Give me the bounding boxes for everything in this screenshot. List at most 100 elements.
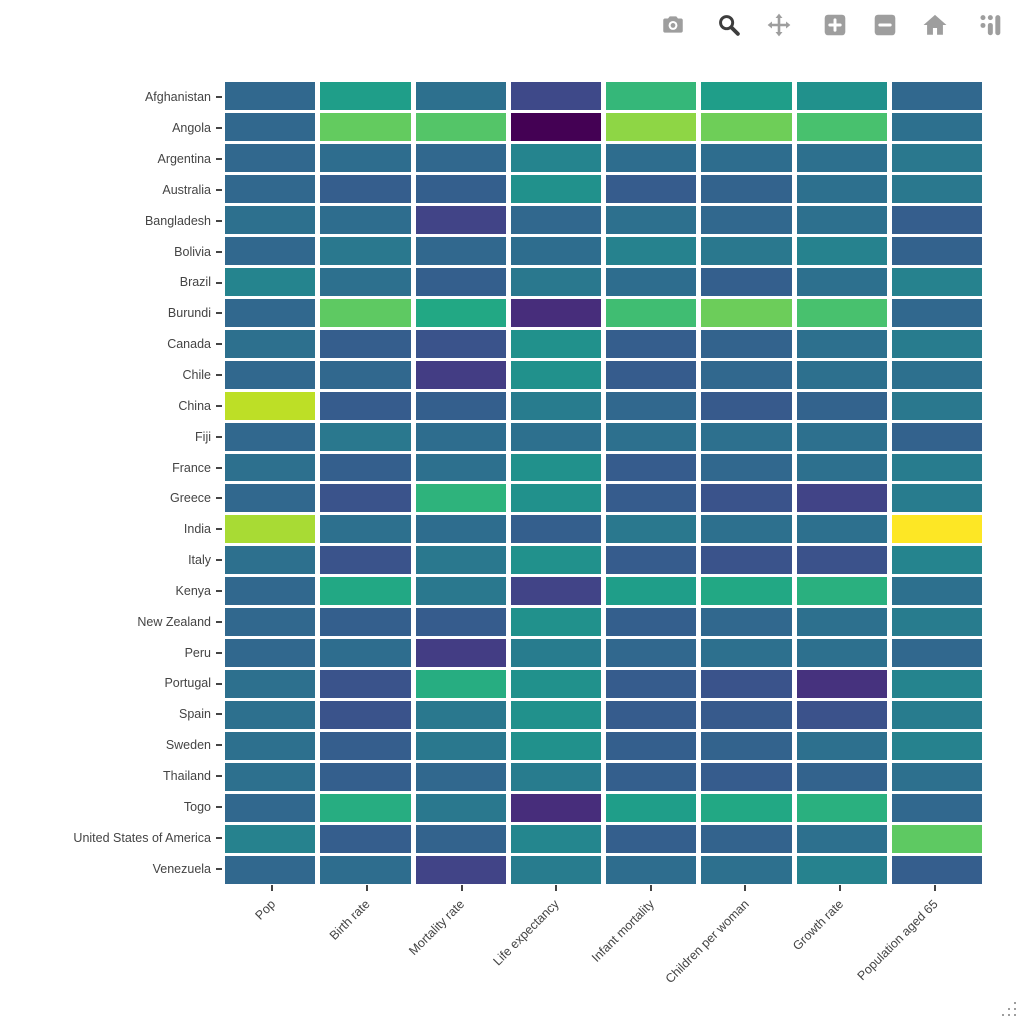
heatmap-cell[interactable] — [606, 329, 697, 358]
heatmap-cell[interactable] — [415, 391, 506, 420]
heatmap-cell[interactable] — [606, 453, 697, 482]
heatmap-cell[interactable] — [415, 856, 506, 884]
heatmap-cell[interactable] — [891, 825, 982, 854]
heatmap-cell[interactable] — [510, 174, 601, 203]
heatmap-cell[interactable] — [225, 515, 316, 544]
heatmap-cell[interactable] — [891, 236, 982, 265]
heatmap-cell[interactable] — [891, 267, 982, 296]
heatmap-cell[interactable] — [225, 577, 316, 606]
heatmap-cell[interactable] — [415, 453, 506, 482]
heatmap-cell[interactable] — [701, 515, 792, 544]
heatmap-cell[interactable] — [606, 670, 697, 699]
heatmap-cell[interactable] — [225, 856, 316, 884]
heatmap-cell[interactable] — [225, 112, 316, 141]
heatmap-cell[interactable] — [891, 546, 982, 575]
heatmap-cell[interactable] — [415, 360, 506, 389]
heatmap-cell[interactable] — [510, 267, 601, 296]
heatmap-cell[interactable] — [415, 825, 506, 854]
heatmap-cell[interactable] — [225, 608, 316, 637]
heatmap-cell[interactable] — [415, 267, 506, 296]
heatmap-cell[interactable] — [606, 298, 697, 327]
heatmap-cell[interactable] — [701, 298, 792, 327]
heatmap-cell[interactable] — [606, 546, 697, 575]
heatmap-cell[interactable] — [701, 236, 792, 265]
heatmap-cell[interactable] — [415, 763, 506, 792]
heatmap-cell[interactable] — [415, 112, 506, 141]
heatmap-cell[interactable] — [796, 856, 887, 884]
heatmap-cell[interactable] — [701, 143, 792, 172]
heatmap-cell[interactable] — [701, 763, 792, 792]
heatmap-cell[interactable] — [510, 453, 601, 482]
heatmap-cell[interactable] — [415, 608, 506, 637]
heatmap-cell[interactable] — [606, 856, 697, 884]
heatmap-cell[interactable] — [891, 453, 982, 482]
heatmap-cell[interactable] — [225, 82, 316, 110]
heatmap-cell[interactable] — [796, 82, 887, 110]
heatmap-cell[interactable] — [225, 639, 316, 668]
camera-button[interactable] — [658, 10, 688, 40]
heatmap-cell[interactable] — [606, 82, 697, 110]
heatmap-cell[interactable] — [891, 205, 982, 234]
heatmap-cell[interactable] — [510, 577, 601, 606]
heatmap-cell[interactable] — [510, 825, 601, 854]
home-button[interactable] — [920, 10, 950, 40]
heatmap-cell[interactable] — [701, 453, 792, 482]
heatmap-cell[interactable] — [701, 484, 792, 513]
heatmap-cell[interactable] — [891, 639, 982, 668]
heatmap-cell[interactable] — [891, 732, 982, 761]
heatmap-cell[interactable] — [701, 205, 792, 234]
heatmap-cell[interactable] — [701, 546, 792, 575]
heatmap-cell[interactable] — [415, 236, 506, 265]
heatmap-cell[interactable] — [606, 608, 697, 637]
heatmap-cell[interactable] — [510, 329, 601, 358]
heatmap-cell[interactable] — [701, 360, 792, 389]
heatmap-cell[interactable] — [320, 484, 411, 513]
heatmap-cell[interactable] — [606, 732, 697, 761]
heatmap-cell[interactable] — [701, 856, 792, 884]
heatmap-cell[interactable] — [796, 174, 887, 203]
heatmap-cell[interactable] — [510, 360, 601, 389]
heatmap-cell[interactable] — [796, 391, 887, 420]
heatmap-cell[interactable] — [510, 143, 601, 172]
heatmap-cell[interactable] — [510, 856, 601, 884]
heatmap-cell[interactable] — [796, 639, 887, 668]
heatmap-cell[interactable] — [510, 82, 601, 110]
heatmap-cell[interactable] — [415, 484, 506, 513]
heatmap-cell[interactable] — [891, 360, 982, 389]
heatmap-cell[interactable] — [225, 484, 316, 513]
heatmap-cell[interactable] — [606, 794, 697, 823]
heatmap-cell[interactable] — [320, 174, 411, 203]
heatmap-cell[interactable] — [225, 205, 316, 234]
heatmap-cell[interactable] — [320, 267, 411, 296]
heatmap-cell[interactable] — [320, 391, 411, 420]
heatmap-cell[interactable] — [320, 701, 411, 730]
heatmap-cell[interactable] — [415, 794, 506, 823]
heatmap-cell[interactable] — [225, 422, 316, 451]
heatmap-cell[interactable] — [891, 763, 982, 792]
heatmap-cell[interactable] — [606, 484, 697, 513]
heatmap-cell[interactable] — [606, 205, 697, 234]
heatmap-cell[interactable] — [606, 391, 697, 420]
heatmap-cell[interactable] — [225, 794, 316, 823]
heatmap-cell[interactable] — [796, 329, 887, 358]
heatmap-cell[interactable] — [796, 763, 887, 792]
heatmap-cell[interactable] — [701, 391, 792, 420]
heatmap-cell[interactable] — [320, 794, 411, 823]
heatmap-cell[interactable] — [225, 298, 316, 327]
heatmap-cell[interactable] — [701, 794, 792, 823]
heatmap-cell[interactable] — [606, 422, 697, 451]
heatmap-cell[interactable] — [606, 639, 697, 668]
heatmap-cell[interactable] — [701, 701, 792, 730]
heatmap-cell[interactable] — [510, 763, 601, 792]
heatmap-cell[interactable] — [225, 763, 316, 792]
heatmap-cell[interactable] — [415, 515, 506, 544]
heatmap-cell[interactable] — [891, 608, 982, 637]
heatmap-cell[interactable] — [320, 639, 411, 668]
heatmap-cell[interactable] — [606, 515, 697, 544]
heatmap-cell[interactable] — [415, 143, 506, 172]
heatmap-cell[interactable] — [225, 391, 316, 420]
heatmap-cell[interactable] — [606, 825, 697, 854]
heatmap-cell[interactable] — [701, 267, 792, 296]
heatmap-cell[interactable] — [796, 205, 887, 234]
heatmap-cell[interactable] — [320, 298, 411, 327]
